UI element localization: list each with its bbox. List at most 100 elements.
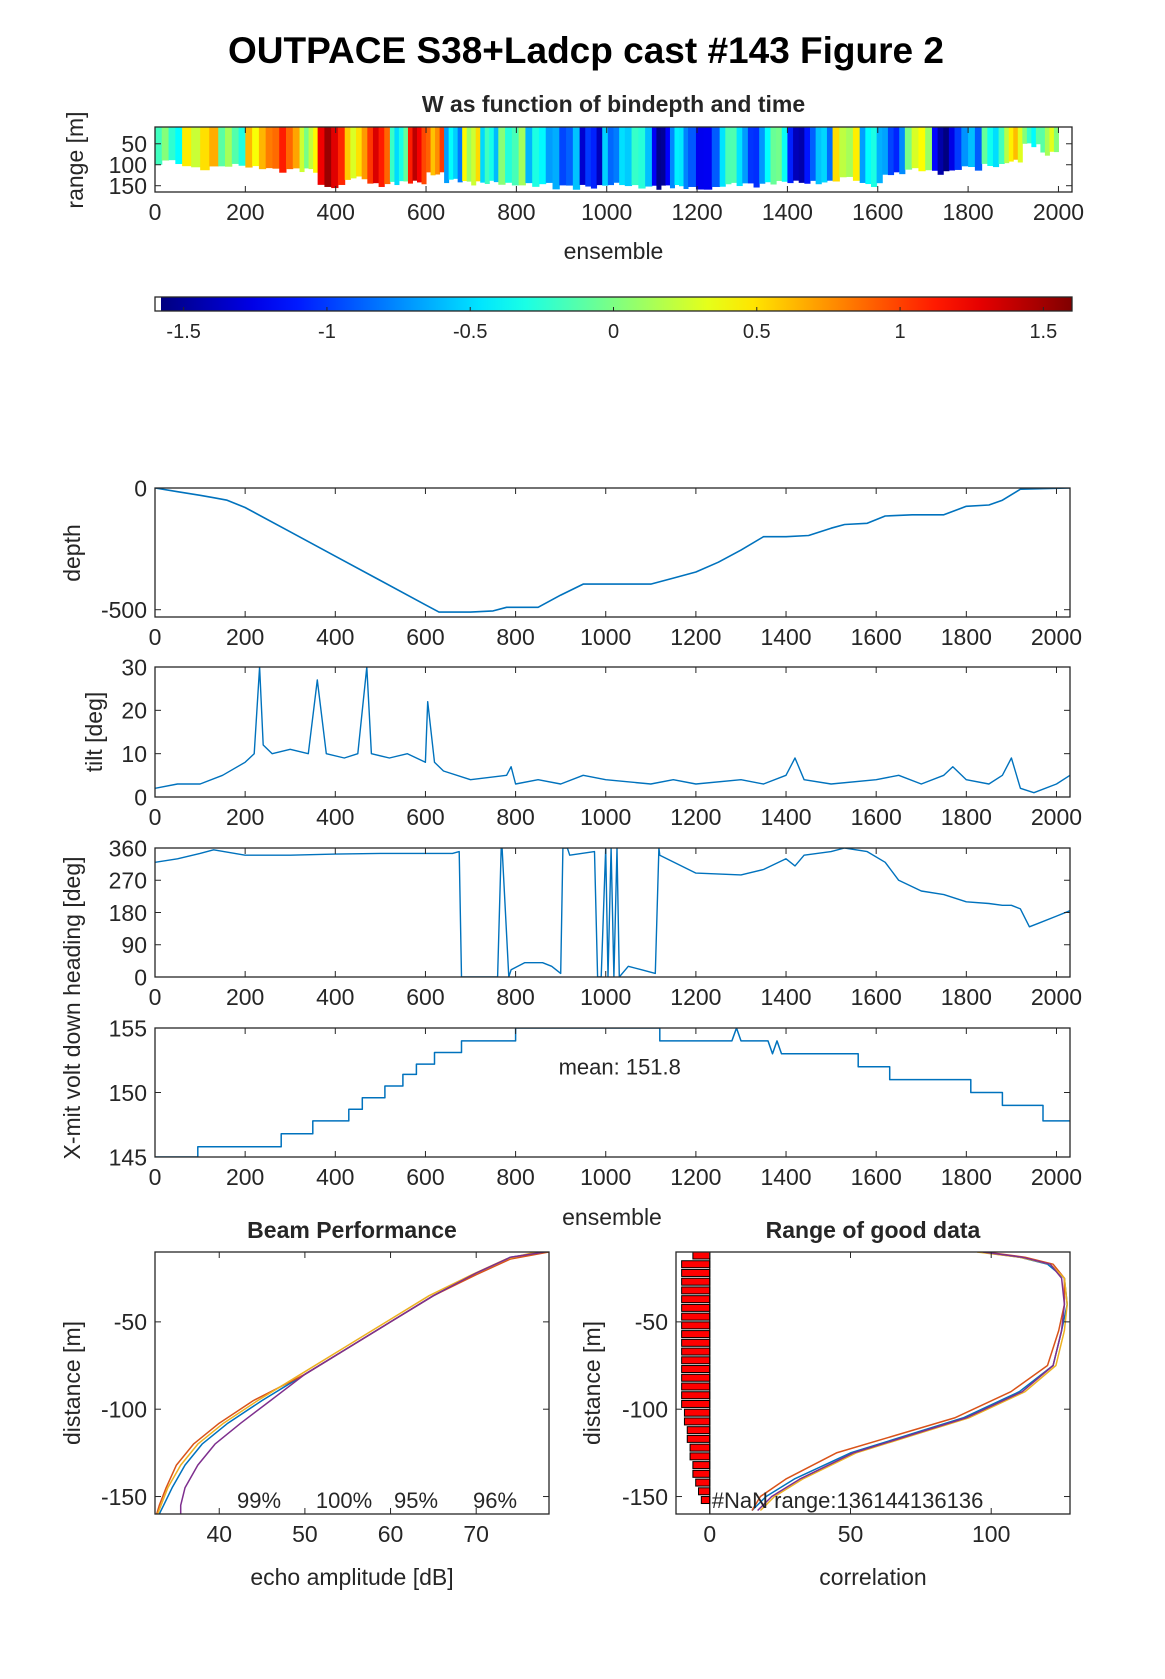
x-tick-label: 400 [317, 199, 355, 225]
x-tick-label: 1000 [580, 1164, 631, 1190]
x-tick-label: 200 [226, 984, 264, 1010]
heatmap-cell [695, 127, 705, 190]
heatmap-cell [815, 127, 822, 185]
heatmap-cell [1031, 127, 1037, 148]
x-tick-label: 1000 [580, 624, 631, 650]
voltage-line [155, 1028, 1070, 1157]
nan-range-annotation: #NaN range:136144136136 [712, 1488, 984, 1513]
x-tick-label: 1200 [670, 804, 721, 830]
heatmap-cell [631, 127, 639, 186]
heatmap-cell [624, 127, 633, 187]
heatmap-cell [1017, 127, 1023, 163]
x-axis-label: correlation [819, 1564, 926, 1590]
x-tick-label: 1000 [580, 804, 631, 830]
heatmap-cell [361, 127, 368, 180]
heatmap-cell [619, 127, 626, 186]
x-tick-label: 1800 [943, 199, 994, 225]
heatmap-cell [525, 127, 533, 184]
mean-annotation: mean: 151.8 [559, 1054, 681, 1079]
colorbar-fill [161, 297, 1072, 311]
heatmap-cell [200, 127, 210, 171]
y-axis-label: range [m] [62, 111, 88, 208]
heading-panel: 0 200 400 600 800 1000 1200 1400 1600 1800 2000090… [109, 835, 1082, 1010]
heatmap-cell [279, 127, 287, 173]
heatmap-cell [665, 127, 671, 186]
heatmap-cell [974, 127, 983, 171]
heatmap-cell [378, 127, 385, 187]
y-tick-label: 145 [109, 1144, 147, 1170]
heatmap-cell [498, 127, 506, 185]
heatmap-cell [674, 127, 680, 186]
beam-title: Beam Performance [247, 1217, 457, 1243]
heatmap-cell [337, 127, 346, 185]
heatmap-cell [1044, 127, 1050, 156]
heatmap-cell [439, 127, 445, 173]
y-tick-label: 20 [121, 698, 147, 724]
heatmap-cell [462, 127, 468, 182]
colorbar: -1.5 -1 -0.5 0 0.5 1 1.5 [154, 296, 1073, 343]
x-tick-label: 1400 [760, 624, 811, 650]
nan-bar [692, 1469, 711, 1478]
nan-bar [681, 1365, 711, 1374]
nan-bar [681, 1347, 711, 1356]
heatmap-cell [893, 127, 900, 173]
nan-bar [686, 1426, 711, 1435]
heatmap-cell [703, 127, 713, 190]
heatmap-cell [545, 127, 554, 183]
x-tick-label: 1600 [851, 984, 902, 1010]
beam-percent-label: 100% [316, 1488, 372, 1513]
x-tick-label: 0 [149, 984, 162, 1010]
heatmap-cell [925, 127, 933, 171]
heatmap-cell [403, 127, 409, 182]
y-tick-label: 150 [109, 1080, 147, 1106]
nan-bar [686, 1434, 711, 1443]
x-tick-label: 60 [378, 1521, 404, 1547]
y-tick-label: 100 [109, 152, 147, 178]
nan-bar [681, 1382, 711, 1391]
correlation-line [751, 1252, 1068, 1512]
nan-bar [681, 1286, 711, 1295]
heatmap-cell [1008, 127, 1014, 162]
heatmap-cell [839, 127, 847, 178]
heatmap-cell [518, 127, 526, 186]
x-tick-label: 200 [226, 804, 264, 830]
x-tick-label: 0 [149, 199, 162, 225]
nan-bar [681, 1373, 711, 1382]
heatmap-cell [559, 127, 567, 186]
heatmap-cell [161, 127, 170, 161]
heatmap-cell [753, 127, 760, 188]
heatmap-cell [218, 127, 226, 167]
nan-bar [689, 1443, 711, 1452]
heading-series [155, 848, 1070, 977]
heatmap-cell [493, 127, 499, 183]
nan-bar [700, 1496, 711, 1505]
x-tick-label: 1800 [941, 804, 992, 830]
y-axis-label: depth [59, 524, 85, 582]
x-tick-label: 800 [497, 199, 535, 225]
beam-line [179, 1252, 545, 1514]
x-tick-label: 70 [463, 1521, 489, 1547]
nan-bar [681, 1399, 711, 1408]
heatmap-cell [313, 127, 319, 173]
y-tick-label: -500 [101, 597, 147, 623]
heatmap-cell [308, 127, 314, 170]
y-tick-label: -50 [114, 1309, 147, 1335]
y-tick-label: 360 [109, 835, 147, 861]
nan-bar [681, 1330, 711, 1339]
heatmap-cell [489, 127, 495, 181]
x-tick-label: 50 [292, 1521, 318, 1547]
heatmap-cell [421, 127, 427, 185]
y-tick-label: 0 [134, 475, 147, 501]
heatmap-cell [417, 127, 423, 183]
y-tick-label: 180 [109, 900, 147, 926]
heatmap-cell [475, 127, 481, 182]
heatmap-cell [579, 127, 586, 185]
w-title: W as function of bindepth and time [422, 91, 805, 117]
beam-percent-label: 99% [237, 1488, 281, 1513]
heatmap-cell [810, 127, 817, 181]
heatmap-cell [231, 127, 240, 164]
x-tick-label: 600 [407, 199, 445, 225]
heatmap-cell [781, 127, 788, 182]
heatmap-cell [566, 127, 574, 186]
x-tick-label: 1200 [670, 624, 721, 650]
